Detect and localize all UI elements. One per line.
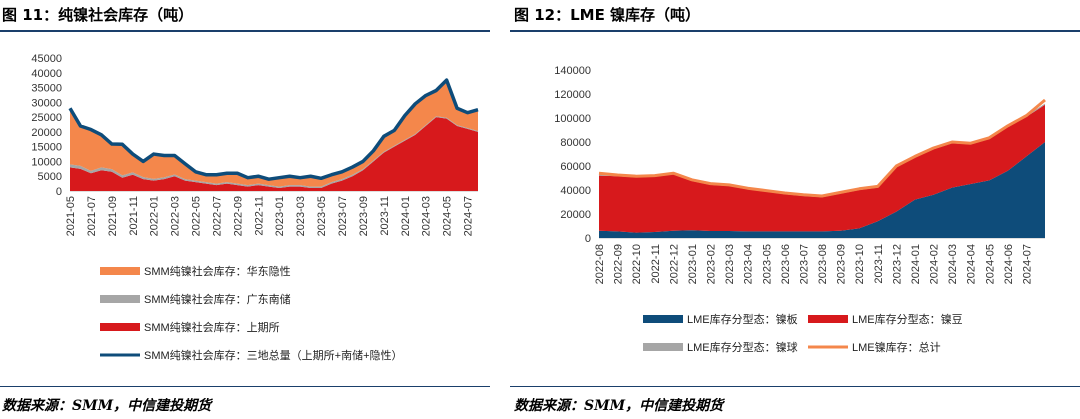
figure-11-title: 图 11：纯镍社会库存（吨）	[2, 6, 194, 24]
x-tick-label: 2023-04	[743, 244, 755, 284]
legend-swatch	[808, 345, 848, 349]
y-tick-label: 60000	[560, 161, 591, 173]
x-tick-label: 2023-01	[274, 196, 286, 236]
legend-label: LME库存分型态：镍球	[687, 340, 798, 354]
y-tick-label: 0	[56, 186, 62, 198]
y-tick-label: 15000	[31, 142, 62, 154]
y-tick-label: 140000	[554, 65, 591, 77]
legend-swatch	[808, 315, 848, 323]
x-tick-label: 2023-08	[817, 244, 829, 284]
x-tick-label: 2022-08	[594, 244, 606, 284]
legend-swatch	[643, 343, 683, 351]
figure-11-title-rule	[0, 30, 490, 32]
x-tick-label: 2023-03	[295, 196, 307, 236]
legend-label: SMM纯镍社会库存：广东南储	[144, 292, 291, 306]
x-tick-label: 2024-03	[947, 244, 959, 284]
figure-12-bottom-rule	[510, 386, 1080, 387]
y-tick-label: 25000	[31, 112, 62, 124]
x-tick-label: 2021-11	[128, 196, 140, 236]
x-tick-label: 2022-03	[170, 196, 182, 236]
lme-nickel-inventory-chart: 0 20000 40000 60000 80000 100000 120000 140000 2…	[554, 65, 1046, 354]
x-tick-label: 2023-09	[836, 244, 848, 284]
x-tick-label: 2022-05	[191, 196, 203, 236]
y-tick-label: 40000	[560, 185, 591, 197]
y-tick-label: 100000	[554, 113, 591, 125]
x-tick-label: 2023-05	[316, 196, 328, 236]
x-tick-label: 2023-12	[891, 244, 903, 284]
x-tick-label: 2024-07	[1021, 244, 1033, 284]
legend-label: SMM纯镍社会库存：华东隐性	[144, 264, 291, 278]
figure-12-source: 数据来源：SMM，中信建投期货	[514, 398, 724, 414]
x-tick-label: 2024-04	[966, 244, 978, 284]
x-tick-label: 2022-12	[668, 244, 680, 284]
x-tick-label: 2024-03	[421, 196, 433, 236]
legend-swatch	[643, 315, 683, 323]
x-tick-label: 2023-05	[761, 244, 773, 284]
x-tick-label: 2024-01	[400, 196, 412, 236]
y-tick-label: 35000	[31, 83, 62, 95]
area-series	[599, 142, 1045, 238]
area-series	[70, 80, 478, 187]
y-tick-label: 45000	[31, 53, 62, 65]
x-tick-label: 2024-02	[929, 244, 941, 284]
legend-swatch	[100, 323, 140, 331]
legend-label: SMM纯镍社会库存：三地总量（上期所+南储+隐性）	[144, 348, 403, 362]
y-tick-label: 80000	[560, 137, 591, 149]
x-tick-label: 2023-07	[798, 244, 810, 284]
x-tick-label: 2023-11	[873, 244, 885, 284]
y-tick-label: 0	[585, 233, 591, 245]
figure-12-title: 图 12：LME 镍库存（吨）	[514, 6, 701, 24]
x-tick-label: 2024-06	[1003, 244, 1015, 284]
y-tick-label: 120000	[554, 89, 591, 101]
x-tick-label: 2021-09	[107, 196, 119, 236]
x-tick-label: 2024-05	[984, 244, 996, 284]
y-tick-label: 40000	[31, 68, 62, 80]
x-tick-label: 2022-11	[650, 244, 662, 284]
legend-label: LME镍库存：总计	[852, 340, 941, 354]
x-tick-label: 2023-11	[379, 196, 391, 236]
x-tick-label: 2022-07	[211, 196, 223, 236]
legend-label: LME库存分型态：镍豆	[852, 312, 963, 326]
area-series	[70, 117, 478, 191]
total-line-series	[68, 78, 479, 181]
x-tick-label: 2022-10	[631, 244, 643, 284]
x-tick-label: 2023-02	[706, 244, 718, 284]
legend-label: SMM纯镍社会库存：上期所	[144, 320, 280, 334]
x-tick-label: 2022-11	[253, 196, 265, 236]
x-tick-label: 2024-07	[463, 196, 475, 236]
figure-11-bottom-rule	[0, 386, 490, 387]
figure-11-source: 数据来源：SMM，中信建投期货	[2, 398, 212, 414]
x-tick-label: 2021-07	[86, 196, 98, 236]
y-tick-label: 30000	[31, 97, 62, 109]
x-tick-label: 2023-03	[724, 244, 736, 284]
area-series	[599, 104, 1045, 233]
x-tick-label: 2022-09	[232, 196, 244, 236]
x-tick-label: 2022-01	[149, 196, 161, 236]
legend-swatch	[100, 295, 140, 303]
x-tick-label: 2024-05	[442, 196, 454, 236]
x-tick-label: 2023-07	[337, 196, 349, 236]
total-line-series	[598, 98, 1046, 198]
nickel-social-inventory-chart: 0 5000 10000 15000 20000 25000 30000 35000 40000…	[31, 53, 479, 362]
figure-12-title-rule	[510, 30, 1080, 32]
y-tick-label: 20000	[560, 209, 591, 221]
x-tick-label: 2022-09	[613, 244, 625, 284]
y-tick-label: 10000	[31, 156, 62, 168]
y-tick-label: 5000	[38, 171, 62, 183]
x-tick-label: 2023-10	[854, 244, 866, 284]
x-tick-label: 2023-09	[358, 196, 370, 236]
legend-swatch	[100, 353, 140, 357]
x-tick-label: 2021-05	[65, 196, 77, 236]
y-tick-label: 20000	[31, 127, 62, 139]
x-tick-label: 2023-01	[687, 244, 699, 284]
x-tick-label: 2024-01	[910, 244, 922, 284]
legend-label: LME库存分型态：镍板	[687, 312, 798, 326]
legend-swatch	[100, 267, 140, 275]
x-tick-label: 2023-06	[780, 244, 792, 284]
